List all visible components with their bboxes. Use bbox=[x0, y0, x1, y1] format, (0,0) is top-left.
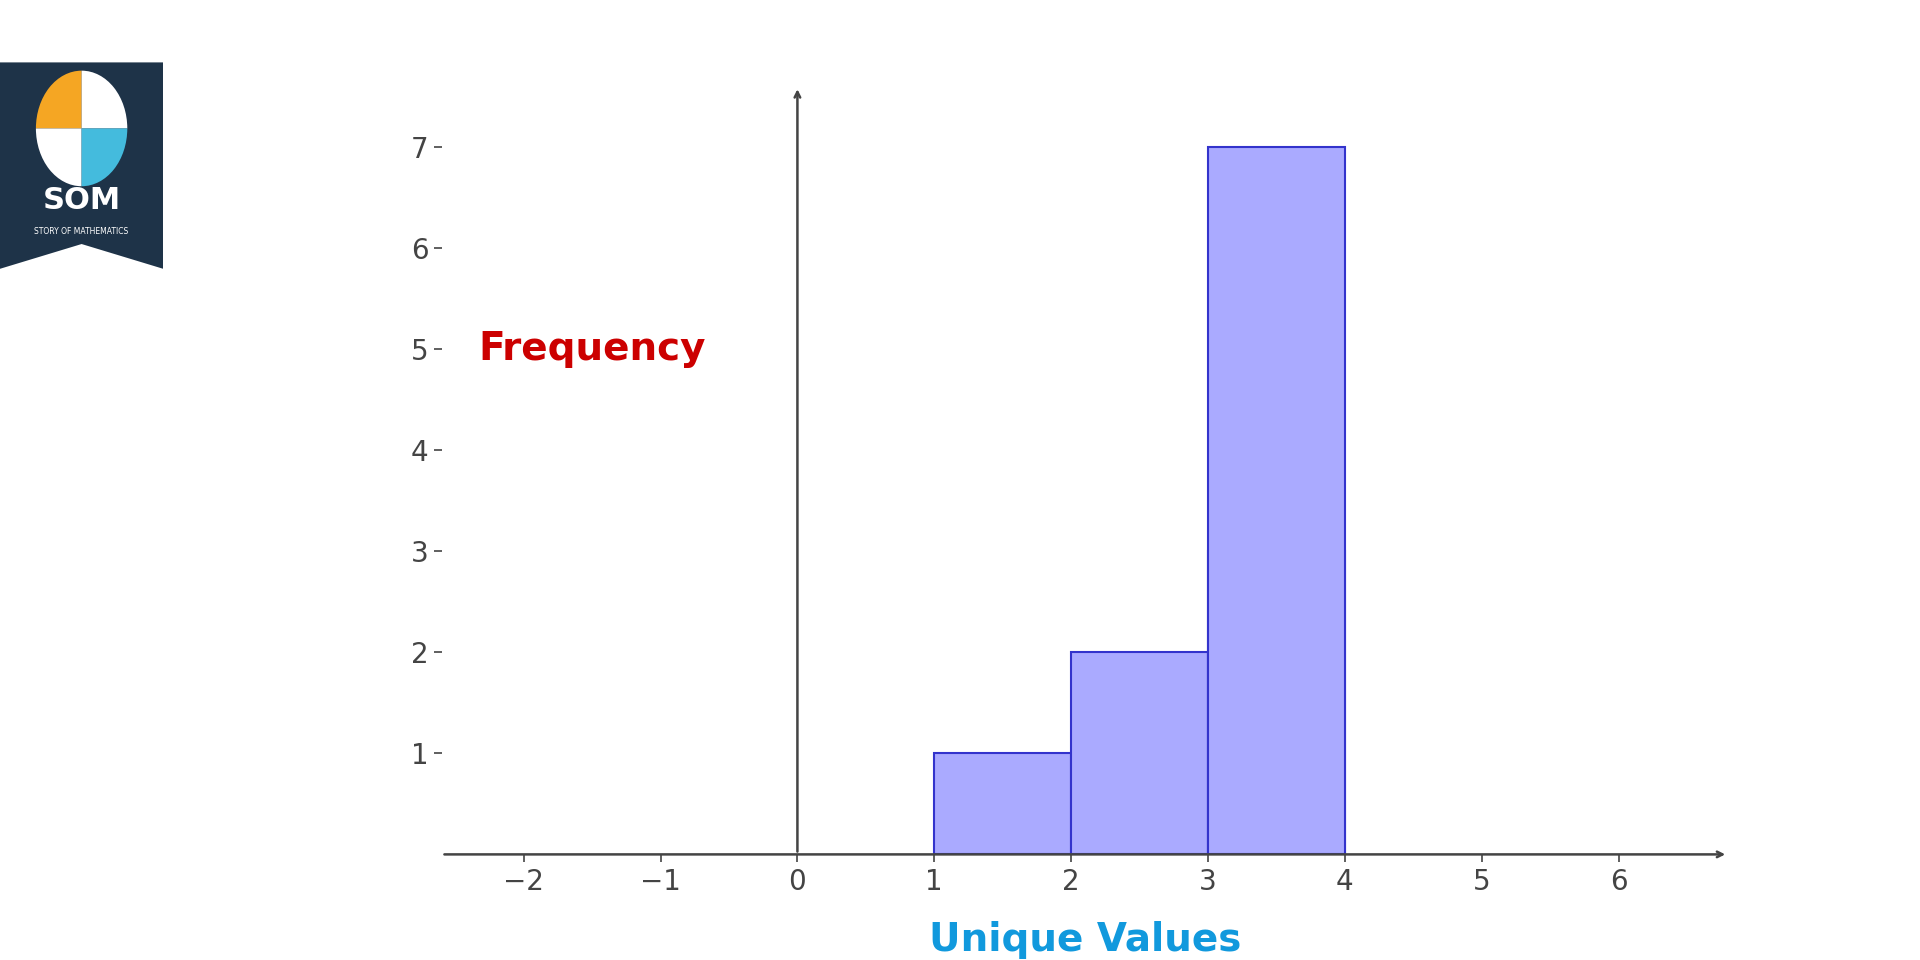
Bar bbox=[1208, 551, 1344, 854]
Wedge shape bbox=[81, 71, 127, 129]
Bar bbox=[935, 754, 1071, 854]
Wedge shape bbox=[36, 129, 81, 186]
Bar bbox=[1071, 652, 1208, 854]
Polygon shape bbox=[0, 62, 163, 269]
Text: SOM: SOM bbox=[42, 186, 121, 215]
Wedge shape bbox=[81, 129, 127, 186]
Text: STORY OF MATHEMATICS: STORY OF MATHEMATICS bbox=[35, 228, 129, 236]
X-axis label: Unique Values: Unique Values bbox=[929, 921, 1240, 959]
Wedge shape bbox=[36, 71, 81, 129]
Bar bbox=[1208, 147, 1344, 854]
Text: Frequency: Frequency bbox=[478, 330, 707, 368]
